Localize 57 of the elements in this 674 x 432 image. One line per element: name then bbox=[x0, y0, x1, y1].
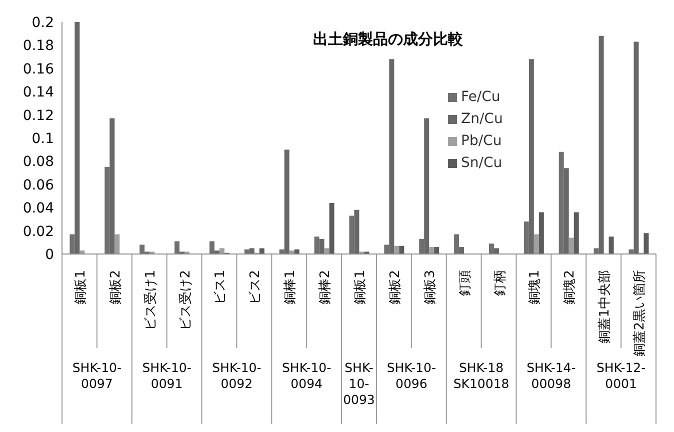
text: SHK-10-0092 bbox=[211, 360, 262, 392]
x-tick-label: 釘頭 bbox=[458, 270, 473, 296]
bar bbox=[568, 238, 574, 254]
text: SHK-10-0097 bbox=[71, 360, 123, 392]
bar bbox=[644, 233, 649, 254]
y-tick-label: 0.18 bbox=[22, 38, 54, 54]
y-tick-label: 0 bbox=[45, 246, 54, 263]
text: SHK-12-0001 bbox=[595, 360, 647, 392]
y-tick-label: 0.02 bbox=[22, 224, 54, 240]
bar bbox=[429, 247, 434, 254]
bar bbox=[329, 202, 334, 254]
x-tick-label: 銅塊2 bbox=[562, 270, 578, 304]
x-tick-label: ビス2 bbox=[248, 270, 264, 304]
text: SHK-10-0091 bbox=[141, 360, 192, 392]
y-tick-label: 0.16 bbox=[22, 61, 54, 78]
text: 出土銅製品の成分比較 bbox=[312, 30, 464, 49]
y-tick-label: 0.2 bbox=[32, 14, 54, 31]
legend-label: Pb/Cu bbox=[461, 132, 502, 151]
y-tick-label: 0.04 bbox=[22, 200, 54, 217]
y-tick-label: 0.08 bbox=[22, 154, 54, 170]
text: SHK-18 SK10018 bbox=[452, 360, 510, 392]
bar bbox=[608, 236, 614, 254]
legend-label: Zn/Cu bbox=[461, 110, 503, 129]
bar bbox=[574, 212, 579, 254]
y-tick-label: 0.1 bbox=[32, 130, 54, 147]
x-tick-label: 銅蓋2黒い箇所 bbox=[632, 270, 648, 356]
x-tick-label: 銅板1 bbox=[73, 270, 88, 304]
x-tick-label: 銅塊1 bbox=[528, 270, 543, 304]
x-tick-label: 銅板3 bbox=[422, 270, 438, 304]
x-tick-label: 銅棒1 bbox=[283, 270, 298, 304]
text: SHK-10-0094 bbox=[281, 360, 332, 392]
x-tick-label: 銅板2 bbox=[388, 270, 403, 304]
y-tick-label: 0.14 bbox=[22, 84, 54, 101]
text: SHK-10-0096 bbox=[386, 360, 437, 392]
legend-label: Sn/Cu bbox=[461, 154, 502, 173]
y-tick-label: 0.06 bbox=[22, 177, 54, 194]
bar bbox=[114, 234, 120, 254]
y-tick-label: 0.12 bbox=[22, 108, 54, 124]
x-tick-label: ビス受け2 bbox=[178, 270, 194, 330]
bar bbox=[399, 246, 404, 254]
bar bbox=[434, 247, 440, 254]
x-tick-label: ビス受け1 bbox=[143, 270, 158, 330]
text: SHK-10-0093 bbox=[342, 360, 376, 408]
legend-label: Fe/Cu bbox=[461, 88, 500, 107]
x-tick-label: 銅蓋1中央部 bbox=[598, 270, 613, 344]
bar bbox=[534, 234, 539, 254]
bar bbox=[394, 246, 400, 254]
text: SHK-14-00098 bbox=[526, 360, 577, 392]
bar bbox=[324, 248, 330, 254]
bar bbox=[219, 248, 224, 254]
bar bbox=[259, 248, 264, 254]
x-tick-label: 銅板2 bbox=[108, 270, 124, 304]
x-tick-label: 銅棒2 bbox=[318, 270, 334, 304]
x-tick-label: 銅板1 bbox=[353, 270, 368, 304]
x-tick-label: 釘柄 bbox=[492, 270, 508, 296]
x-tick-label: ビス1 bbox=[213, 270, 228, 304]
bar bbox=[538, 212, 544, 254]
